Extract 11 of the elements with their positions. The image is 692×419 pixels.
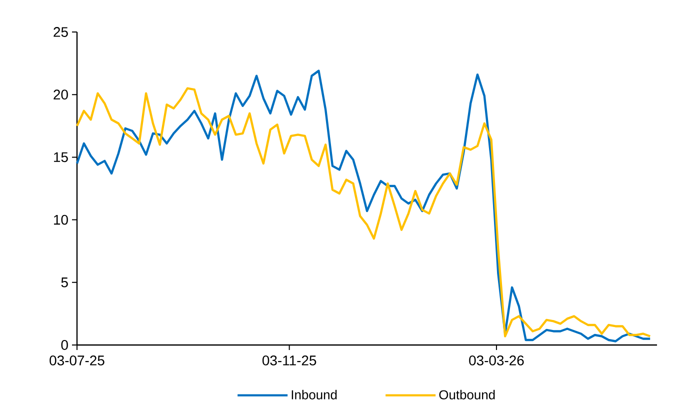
x-tick-label: 03-03-26 <box>469 356 524 366</box>
y-tick-label: 10 <box>54 214 68 225</box>
y-tick-label: 5 <box>61 278 68 288</box>
x-tick-label: 03-11-25 <box>262 356 316 366</box>
y-tick-label: 20 <box>54 90 68 100</box>
legend-label: Outbound <box>439 390 495 400</box>
legend-label: Inbound <box>292 390 337 400</box>
y-tick-label: 15 <box>54 152 68 162</box>
x-tick-label: 03-07-25 <box>50 356 104 366</box>
y-tick-label: 0 <box>61 340 68 350</box>
y-tick-label: 25 <box>54 27 68 37</box>
